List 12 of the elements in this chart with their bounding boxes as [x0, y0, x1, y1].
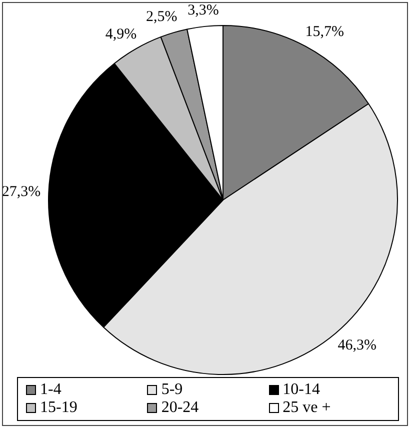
data-label: 15,7%	[305, 24, 344, 40]
data-label: 27,3%	[2, 184, 41, 200]
data-label: 3,3%	[188, 2, 219, 18]
legend-label: 25 ve +	[282, 399, 331, 417]
legend-label: 15-19	[40, 399, 78, 417]
data-label: 46,3%	[338, 338, 377, 354]
legend-label: 5-9	[161, 381, 183, 399]
legend-label: 20-24	[161, 399, 199, 417]
data-label: 2,5%	[146, 9, 178, 26]
data-label: 4,9%	[105, 26, 137, 42]
legend-label: 1-4	[40, 381, 62, 399]
legend-label: 10-14	[282, 381, 320, 399]
